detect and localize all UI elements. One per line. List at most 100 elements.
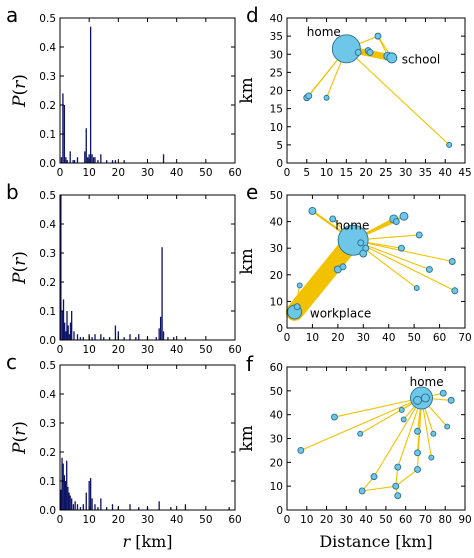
location-node xyxy=(329,215,337,223)
bar xyxy=(62,93,64,163)
x-tick-label: 50 xyxy=(199,514,212,526)
bar xyxy=(69,495,71,510)
y-axis-label: km xyxy=(237,248,257,274)
location-node xyxy=(293,303,301,311)
bar xyxy=(68,334,70,340)
x-tick-label: 10 xyxy=(300,514,313,526)
trip-edge xyxy=(361,485,397,492)
x-tick-label: 20 xyxy=(331,332,344,344)
x-tick-label: 20 xyxy=(112,167,125,179)
location-node xyxy=(398,406,405,413)
bar xyxy=(76,504,79,510)
y-tick-label: 20 xyxy=(270,457,283,469)
y-tick-label: 0.1 xyxy=(39,476,56,488)
bar xyxy=(91,498,93,510)
trip-edge xyxy=(397,397,423,468)
location-node xyxy=(392,482,400,490)
x-tick-label: 50 xyxy=(407,332,420,344)
x-tick-label: 20 xyxy=(112,514,125,526)
bar xyxy=(114,160,117,163)
bar xyxy=(61,457,63,510)
x-tick-label: 60 xyxy=(228,344,241,356)
y-tick-label: 10 xyxy=(270,296,283,308)
x-tick-label: 30 xyxy=(141,167,154,179)
bar xyxy=(97,160,99,163)
nodes xyxy=(297,386,455,500)
x-tick-label: 0 xyxy=(57,344,64,356)
y-tick-label: 30 xyxy=(270,243,283,255)
location-node xyxy=(428,454,435,461)
location-node xyxy=(297,446,305,454)
x-tick-label: 20 xyxy=(320,514,333,526)
location-node xyxy=(413,285,420,292)
bar xyxy=(69,151,71,163)
y-tick-label: 0.3 xyxy=(39,248,56,260)
annotation-home: home xyxy=(335,219,369,233)
location-node xyxy=(414,449,421,457)
bar xyxy=(60,489,62,510)
location-node xyxy=(357,239,365,247)
nodes xyxy=(287,207,459,320)
bar xyxy=(88,154,90,163)
bar xyxy=(69,322,72,340)
y-tick-label: 0 xyxy=(276,323,283,335)
bar xyxy=(123,160,125,163)
edges xyxy=(285,209,456,321)
y-tick-label: 20 xyxy=(270,86,283,98)
x-tick-label: 10 xyxy=(82,344,95,356)
annotation-home: home xyxy=(307,25,341,39)
location-node xyxy=(415,231,423,239)
bar xyxy=(65,157,67,163)
panel-letter: c xyxy=(6,350,17,374)
bar xyxy=(106,160,108,163)
x-tick-label: 30 xyxy=(141,344,154,356)
location-node xyxy=(339,263,347,271)
x-tick-label: 60 xyxy=(399,514,412,526)
bar xyxy=(228,507,230,510)
location-node xyxy=(362,244,370,252)
y-axis-label: P(r) xyxy=(10,251,30,285)
x-tick-label: 40 xyxy=(382,332,395,344)
location-node xyxy=(400,416,407,423)
x-tick-label: 0 xyxy=(57,167,64,179)
bar xyxy=(108,337,111,340)
bar xyxy=(64,322,66,340)
annotation-school: school xyxy=(402,52,440,66)
location-node xyxy=(439,389,447,397)
bar xyxy=(66,311,68,340)
bar xyxy=(129,504,131,510)
bar xyxy=(103,337,105,340)
x-tick-label: 40 xyxy=(170,344,183,356)
panel-letter: f xyxy=(246,352,254,376)
location-node xyxy=(354,48,362,56)
bar xyxy=(111,160,114,163)
y-tick-label: 0.4 xyxy=(39,219,56,231)
bar xyxy=(76,334,79,340)
bar xyxy=(100,154,102,163)
y-tick-label: 0.2 xyxy=(39,277,56,289)
bar xyxy=(138,334,140,340)
x-tick-label: 25 xyxy=(379,167,392,179)
annotation-workplace: workplace xyxy=(310,306,371,320)
bar xyxy=(85,128,87,163)
trip-edge xyxy=(352,239,456,292)
bar xyxy=(67,325,69,340)
trip-edge xyxy=(333,397,423,418)
y-tick-label: 0.4 xyxy=(39,389,56,401)
bar xyxy=(91,154,93,163)
bar xyxy=(135,337,137,340)
bar xyxy=(73,160,76,163)
y-tick-label: 20 xyxy=(270,270,283,282)
x-tick-label: 40 xyxy=(359,514,372,526)
x-tick-label: 0 xyxy=(284,167,291,179)
location-node xyxy=(394,492,402,500)
y-tick-label: 50 xyxy=(270,190,283,202)
y-tick-label: 0.0 xyxy=(39,505,56,517)
location-node xyxy=(425,266,433,273)
x-tick-label: 30 xyxy=(141,514,154,526)
y-tick-label: 0.0 xyxy=(39,335,56,347)
location-node xyxy=(447,396,455,404)
x-tick-label: 35 xyxy=(419,167,432,179)
bar xyxy=(71,311,73,340)
bar xyxy=(62,463,64,510)
